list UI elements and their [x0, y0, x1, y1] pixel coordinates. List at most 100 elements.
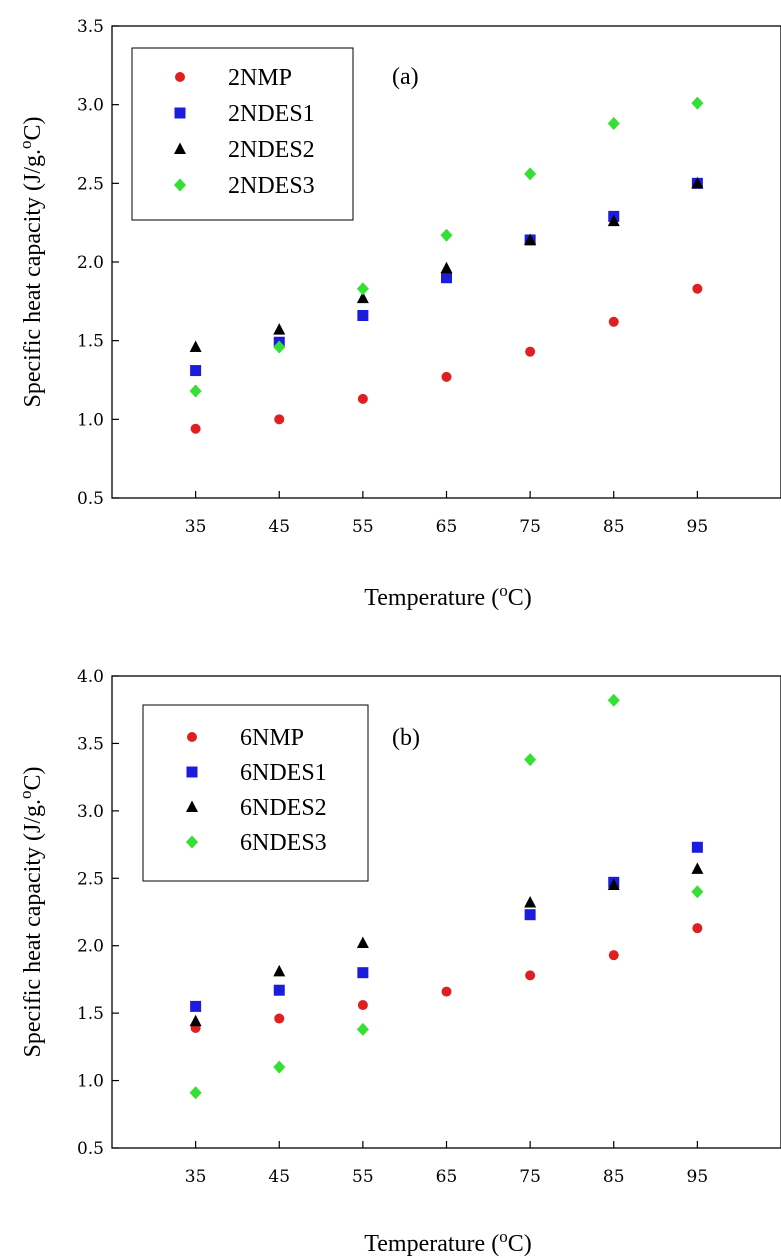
x-tick-label: 75: [519, 1167, 541, 1187]
legend-label-6ndes1: 6NDES1: [240, 760, 327, 786]
y-tick-label: 1.5: [77, 332, 104, 352]
y-tick-label: 2.5: [77, 174, 104, 194]
data-point-2ndes3: [440, 228, 453, 242]
data-point-6nmp: [608, 950, 619, 961]
y-axis-label-b: Specific heat capacity (J/g.oC): [16, 766, 46, 1057]
x-tick-label: 45: [268, 517, 290, 537]
data-point-6ndes1: [273, 984, 285, 996]
x-tick-label: 65: [436, 517, 458, 537]
data-point-6ndes1: [691, 841, 703, 853]
y-tick-label: 1.0: [77, 410, 104, 430]
x-tick-label: 55: [352, 517, 374, 537]
data-point-2ndes1: [190, 365, 202, 377]
legend-a: 2NMP 2NDES1 2NDES2 2NDES3: [174, 65, 315, 199]
y-tick-label: 3.5: [77, 734, 104, 754]
data-point-2ndes2: [524, 233, 537, 245]
data-point-2nmp: [274, 414, 285, 425]
x-axis-ticks-a: 35 45 55 65 75 85 95: [185, 491, 708, 537]
data-point-2ndes3: [356, 282, 369, 296]
legend-box-b: [142, 704, 369, 882]
data-point-2ndes2: [189, 340, 202, 352]
data-point-6ndes2: [189, 1014, 202, 1027]
y-tick-label: 1.5: [77, 1004, 104, 1024]
data-point-6ndes2: [607, 878, 620, 891]
data-point-6nmp: [357, 1000, 368, 1011]
data-point-2nmp: [608, 316, 619, 327]
data-point-2nmp: [441, 371, 452, 382]
data-point-2nmp: [190, 423, 201, 434]
panel-label-b: (b): [392, 725, 420, 751]
data-point-2ndes3: [524, 167, 537, 181]
data-point-6ndes1: [524, 909, 536, 921]
legend-label-6ndes2: 6NDES2: [240, 795, 327, 821]
x-tick-label: 75: [519, 517, 541, 537]
data-point-6ndes3: [524, 753, 537, 767]
legend-b: 6NMP 6NDES1 6NDES2 6NDES3: [186, 725, 327, 856]
y-tick-label: 2.0: [77, 253, 104, 273]
x-tick-label: 85: [603, 1167, 625, 1187]
x-tick-label: 95: [687, 1167, 709, 1187]
x-axis-label-a: Temperature (oC): [364, 581, 531, 611]
data-point-2ndes3: [189, 384, 202, 398]
x-tick-label: 55: [352, 1167, 374, 1187]
data-point-6ndes2: [524, 896, 537, 908]
y-tick-label: 1.0: [77, 1072, 104, 1092]
y-tick-label: 3.5: [77, 17, 104, 37]
legend-marker-6ndes2: [186, 800, 198, 812]
legend-marker-2ndes1: [174, 107, 186, 119]
data-point-2ndes1: [357, 309, 369, 321]
data-points-b: [189, 693, 704, 1100]
chart-panel-b: 0.51.01.52.02.53.03.54.0 35 45 55 65 75 85 95 …: [16, 667, 781, 1257]
legend-marker-2ndes2: [174, 142, 186, 154]
data-point-2nmp: [357, 393, 368, 404]
y-tick-label: 4.0: [77, 667, 104, 687]
x-axis-ticks-b: 35 45 55 65 75 85 95: [185, 1141, 708, 1187]
data-point-6ndes2: [356, 936, 369, 949]
legend-marker-2ndes3: [174, 178, 186, 192]
data-point-2nmp: [525, 346, 536, 357]
x-tick-label: 45: [268, 1167, 290, 1187]
data-point-2nmp: [692, 283, 703, 294]
x-tick-label: 35: [185, 517, 207, 537]
y-axis-ticks-a: 0.5 1.0 1.5 2.0 2.5 3.0 3.5: [77, 17, 119, 509]
y-tick-label: 0.5: [77, 489, 104, 509]
legend-marker-6nmp: [187, 732, 197, 742]
legend-label-6ndes3: 6NDES3: [240, 830, 327, 856]
data-point-2ndes2: [356, 291, 369, 304]
x-axis-label-b: Temperature (oC): [364, 1227, 531, 1257]
data-point-6nmp: [692, 923, 703, 934]
x-tick-label: 35: [185, 1167, 207, 1187]
legend-label-2ndes3: 2NDES3: [228, 173, 315, 199]
data-point-6nmp: [441, 986, 452, 997]
data-point-6ndes3: [189, 1086, 202, 1100]
y-tick-label: 0.5: [77, 1139, 104, 1159]
x-tick-label: 65: [436, 1167, 458, 1187]
y-axis-label-a: Specific heat capacity (J/g.oC): [16, 116, 46, 407]
legend-box-a: [131, 47, 354, 221]
legend-marker-6ndes3: [186, 835, 198, 849]
data-point-2ndes2: [607, 214, 620, 227]
data-point-6ndes3: [356, 1022, 369, 1036]
data-point-2ndes2: [273, 323, 286, 335]
legend-marker-6ndes1: [186, 766, 198, 778]
data-point-2ndes1: [441, 272, 452, 284]
data-point-2ndes2: [440, 261, 453, 274]
x-tick-label: 85: [603, 517, 625, 537]
chart-panel-a: 0.5 1.0 1.5 2.0 2.5 3.0 3.5 35 45 55 65 75 85 95 2NM…: [16, 17, 781, 611]
data-point-6nmp: [274, 1013, 285, 1024]
y-tick-label: 3.0: [77, 96, 104, 116]
data-point-6ndes3: [607, 693, 620, 707]
y-axis-ticks-b: 0.5 1.0 1.5 2.0 2.5 3.0 3.5 4.0: [77, 667, 119, 1159]
panel-label-a: (a): [392, 64, 419, 90]
data-point-6ndes2: [273, 964, 286, 977]
y-tick-label: 3.0: [77, 802, 104, 822]
data-point-6ndes2: [691, 862, 704, 874]
legend-label-6nmp: 6NMP: [240, 725, 304, 751]
x-tick-label: 95: [687, 517, 709, 537]
legend-label-2ndes1: 2NDES1: [228, 101, 315, 127]
legend-label-2nmp: 2NMP: [228, 65, 292, 91]
data-points-a: [189, 96, 704, 434]
y-tick-label: 2.0: [77, 937, 104, 957]
data-point-6ndes1: [190, 1000, 202, 1012]
